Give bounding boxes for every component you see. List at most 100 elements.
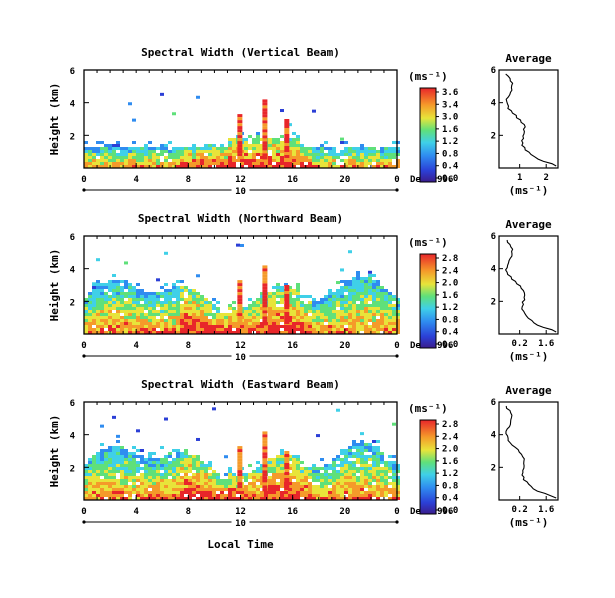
x-tick-label: 20 [339,341,350,351]
heatmap-cell [100,307,104,310]
heatmap-cell [280,476,284,479]
heatmap-cell [252,307,256,310]
heatmap-cell [184,153,188,156]
heatmap-cell [180,455,184,458]
heatmap-cell [284,491,288,494]
heatmap-cell [276,482,280,485]
heatmap-cell [352,319,356,322]
heatmap-cell [144,494,148,497]
heatmap-cell [176,485,180,488]
heatmap-cell [348,494,352,497]
heatmap-cell [92,307,96,310]
heatmap-cell [116,446,120,449]
heatmap-cell [164,479,168,482]
heatmap-cell [248,307,252,310]
heatmap-cell [292,494,296,497]
heatmap-cell [292,150,296,153]
heatmap-cell [372,316,376,319]
heatmap-cell [256,147,260,150]
heatmap-cell [368,304,372,307]
heatmap-cell [136,464,140,467]
heatmap-cell [356,449,360,452]
average-y-tick-label: 4 [491,99,497,109]
x-tick-label: 4 [133,175,139,185]
heatmap-cell [260,482,264,485]
heatmap-cell [248,298,252,301]
heatmap-cell [276,147,280,150]
heatmap-cell [156,491,160,494]
heatmap-cell [184,328,188,331]
heatmap-cell [232,307,236,310]
heatmap-cell [348,491,352,494]
plume-cell [237,289,243,293]
heatmap-cell [272,286,276,289]
heatmap-cell [112,162,116,165]
heatmap-cell [324,159,328,162]
heatmap-cell [228,156,232,159]
heatmap-cell [336,494,340,497]
heatmap-cell [128,331,132,334]
heatmap-cell [132,446,136,449]
heatmap-cell [180,156,184,159]
heatmap-cell [316,434,320,438]
heatmap-cell [248,331,252,334]
heatmap-cell [396,325,400,328]
heatmap-cell [368,482,372,485]
heatmap-cell [96,467,100,470]
heatmap-cell [88,497,92,500]
heatmap-cell [160,482,164,485]
heatmap-cell [116,307,120,310]
heatmap-cell [380,470,384,473]
heatmap-cell [332,316,336,319]
heatmap-cell [124,295,128,298]
heatmap-cell [148,455,152,458]
heatmap-cell [124,461,128,464]
heatmap-cell [132,141,136,144]
heatmap-cell [320,304,324,307]
heatmap-cell [204,298,208,301]
heatmap-cell [200,491,204,494]
heatmap-cell [372,470,376,473]
heatmap-cell [380,494,384,497]
heatmap-cell [348,307,352,310]
average-y-tick-label: 2 [491,131,496,141]
heatmap-cell [152,156,156,159]
heatmap-cell [344,298,348,301]
heatmap-cell [184,322,188,325]
heatmap-cell [296,304,300,307]
heatmap-cell [376,491,380,494]
heatmap-cell [140,307,144,310]
heatmap-cell [152,298,156,301]
heatmap-cell [348,159,352,162]
heatmap-cell [364,316,368,319]
heatmap-cell [336,497,340,500]
heatmap-cell [304,476,308,479]
heatmap-cell [292,491,296,494]
average-x-tick-label: 0.2 [512,339,528,349]
heatmap-cell [128,494,132,497]
heatmap-cell [376,488,380,491]
heatmap-cell [360,144,364,147]
heatmap-cell [324,331,328,334]
plume-cell [237,467,243,471]
heatmap-cell [136,310,140,313]
heatmap-cell [220,319,224,322]
heatmap-cell [312,156,316,159]
heatmap-cell [352,295,356,298]
heatmap-cell [136,153,140,156]
heatmap-cell [124,452,128,455]
heatmap-cell [268,147,272,150]
heatmap-cell [328,159,332,162]
heatmap-cell [96,258,100,262]
heatmap-cell [248,473,252,476]
heatmap-cell [352,470,356,473]
heatmap-cell [140,165,144,168]
heatmap-cell [124,292,128,295]
heatmap-cell [96,162,100,165]
heatmap-cell [112,316,116,319]
heatmap-cell [320,298,324,301]
heatmap-cell [140,289,144,292]
heatmap-cell [356,446,360,449]
heatmap-cell [360,494,364,497]
heatmap-cell [152,470,156,473]
